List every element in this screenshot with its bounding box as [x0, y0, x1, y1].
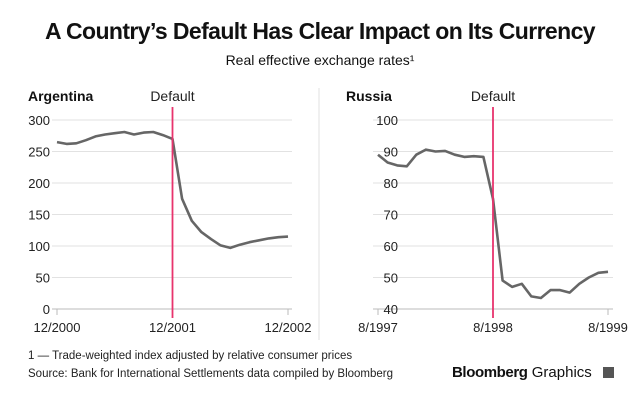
- y-tick-label: 80: [384, 176, 398, 191]
- y-tick-label: 250: [28, 145, 50, 160]
- y-tick-label: 0: [43, 302, 50, 317]
- panel-title: Argentina: [28, 88, 94, 104]
- y-tick-label: 200: [28, 176, 50, 191]
- panel-title: Russia: [346, 88, 392, 104]
- default-annotation: Default: [150, 88, 194, 104]
- x-tick-label: 12/2002: [265, 320, 312, 335]
- brand-name: Bloomberg: [452, 364, 528, 381]
- y-tick-label: 150: [28, 208, 50, 223]
- chart-title: A Country’s Default Has Clear Impact on …: [45, 18, 596, 44]
- bloomberg-graphics-logo-icon: [603, 367, 614, 378]
- y-tick-label: 50: [36, 271, 50, 286]
- x-tick-label: 12/2001: [149, 320, 196, 335]
- y-tick-label: 100: [376, 113, 398, 128]
- chart-subtitle: Real effective exchange rates¹: [225, 52, 415, 68]
- brand-suffix: Graphics: [531, 364, 592, 381]
- x-tick-label: 12/2000: [34, 320, 81, 335]
- y-tick-label: 60: [384, 239, 398, 254]
- default-annotation: Default: [471, 88, 515, 104]
- footnote: 1 — Trade-weighted index adjusted by rel…: [28, 350, 353, 362]
- x-tick-label: 8/1998: [473, 320, 513, 335]
- y-tick-label: 70: [384, 208, 398, 223]
- brand: Bloomberg Graphics: [452, 364, 592, 381]
- y-tick-label: 100: [28, 239, 50, 254]
- y-tick-label: 40: [384, 302, 398, 317]
- y-tick-label: 300: [28, 113, 50, 128]
- x-tick-label: 8/1999: [588, 320, 628, 335]
- x-tick-label: 8/1997: [358, 320, 398, 335]
- source-note: Source: Bank for International Settlemen…: [28, 368, 394, 380]
- y-tick-label: 50: [384, 271, 398, 286]
- y-tick-label: 90: [384, 145, 398, 160]
